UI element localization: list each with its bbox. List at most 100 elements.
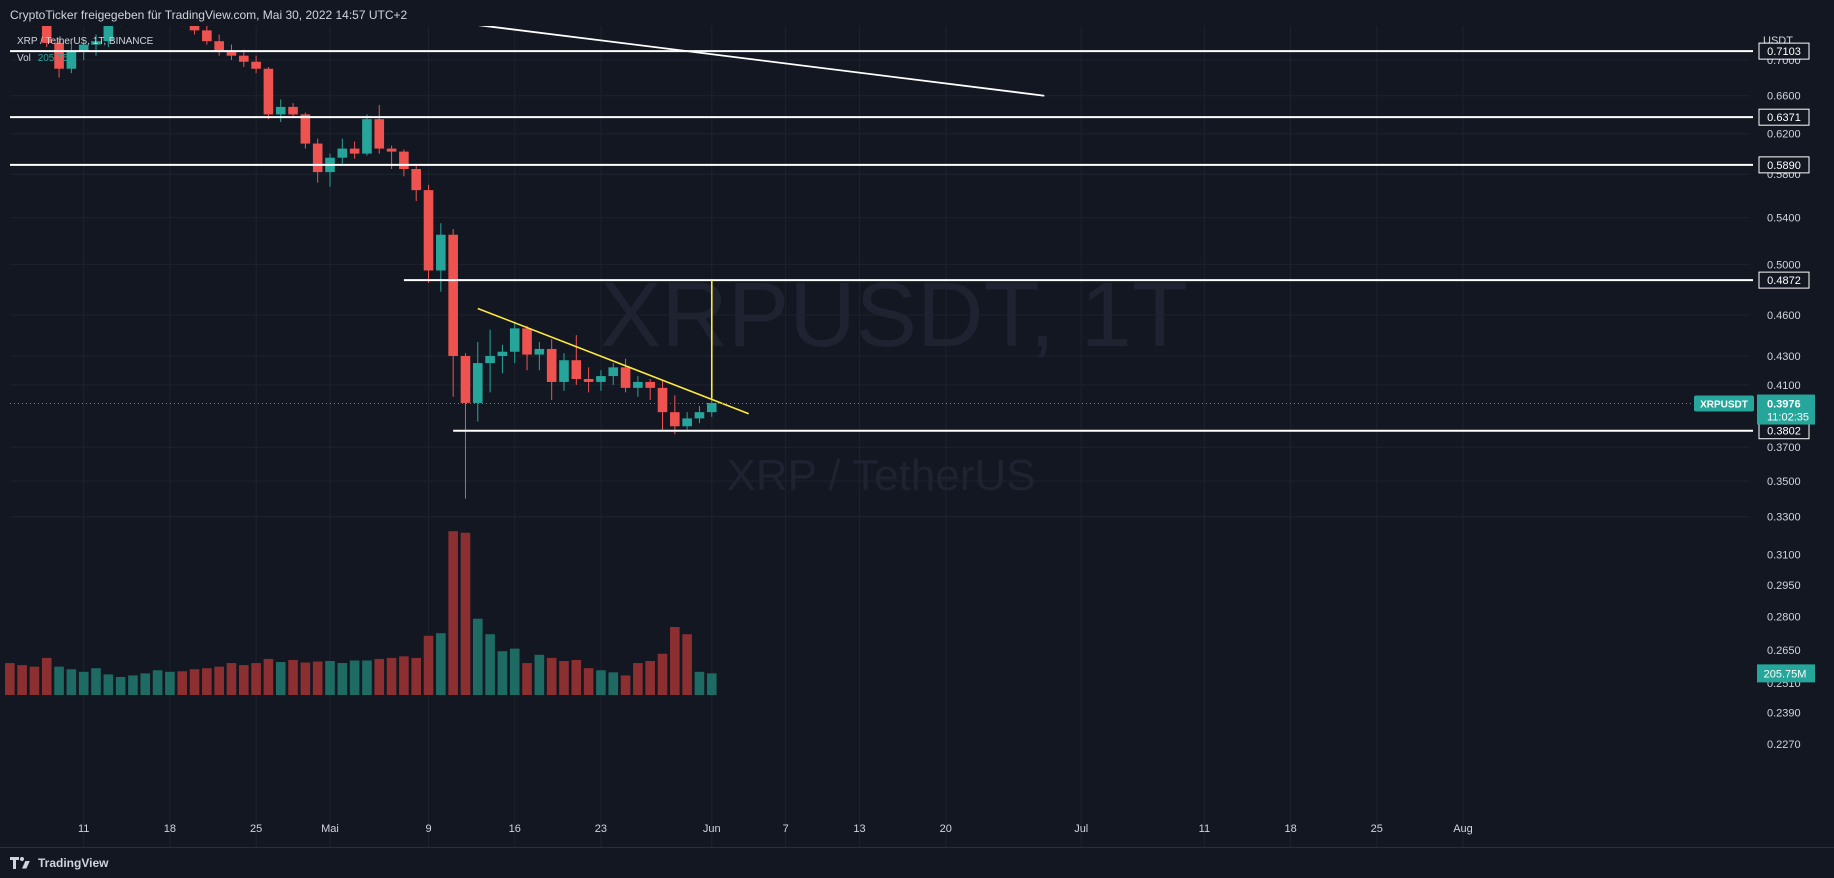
candle-body bbox=[534, 348, 545, 355]
volume-bar bbox=[633, 663, 643, 695]
volume-bar bbox=[497, 651, 508, 695]
price-tick-label: 0.3100 bbox=[1767, 550, 1801, 562]
time-tick-label: Jul bbox=[1074, 823, 1088, 835]
candle-body bbox=[583, 379, 594, 382]
volume-bar bbox=[78, 671, 89, 695]
tradingview-logo-icon bbox=[10, 856, 32, 870]
header-bar: CryptoTicker freigegeben für TradingView… bbox=[0, 0, 1834, 26]
symbol-price-tag-label: XRPUSDT bbox=[1700, 400, 1748, 411]
volume-bar bbox=[509, 648, 520, 695]
volume-bar bbox=[571, 659, 582, 695]
price-tick-label: 0.2950 bbox=[1767, 580, 1801, 592]
candle-body bbox=[706, 402, 717, 413]
volume-bar bbox=[41, 657, 52, 695]
candle-body bbox=[78, 44, 89, 52]
candle-body bbox=[559, 360, 569, 382]
volume-badge[interactable] bbox=[1757, 664, 1815, 683]
price-tick-label: 0.4600 bbox=[1767, 310, 1801, 322]
candle-body bbox=[238, 55, 249, 62]
level-price-label: 0.4872 bbox=[1767, 275, 1801, 287]
horizontal-levels[interactable] bbox=[10, 50, 1753, 432]
volume-bar bbox=[275, 662, 286, 695]
trendline[interactable] bbox=[477, 307, 750, 415]
level-price-label: 0.3802 bbox=[1767, 426, 1801, 438]
volume-bar bbox=[645, 661, 655, 695]
volume-bar bbox=[608, 672, 619, 695]
candle-body bbox=[66, 51, 77, 69]
time-tick-label: Jun bbox=[703, 823, 721, 835]
time-tick-label: Aug bbox=[1453, 823, 1473, 835]
volume-bar bbox=[17, 665, 27, 695]
candle-body bbox=[670, 412, 680, 427]
price-tick-label: 0.5000 bbox=[1767, 259, 1801, 271]
volume-bar bbox=[128, 675, 138, 695]
volume-legend[interactable]: Vol 205.75M bbox=[17, 53, 77, 64]
volume-bar bbox=[657, 653, 668, 695]
level-price-badge[interactable] bbox=[1758, 42, 1810, 60]
volume-bar bbox=[202, 668, 212, 695]
chart-watermark: XRPUSDT, 1T XRP / TetherUS bbox=[600, 264, 1188, 500]
candle-body bbox=[288, 106, 298, 115]
last-price-badge[interactable] bbox=[1757, 394, 1815, 425]
candle-body bbox=[275, 106, 286, 115]
volume-bar bbox=[386, 657, 397, 695]
volume-bar bbox=[620, 675, 631, 695]
volume-bar bbox=[312, 661, 323, 695]
chart-grid bbox=[10, 26, 1750, 847]
volume-bar bbox=[682, 634, 692, 695]
tradingview-logo[interactable]: TradingView bbox=[10, 856, 108, 870]
time-tick-label: 13 bbox=[853, 823, 865, 835]
candlestick-series bbox=[5, 0, 717, 499]
time-axis[interactable]: 11 18 25 Mai 9 16 23 Jun 7 13 20 Jul 11 18 25 Aug bbox=[78, 823, 1473, 835]
level-price-badge[interactable] bbox=[1758, 156, 1810, 174]
volume-bar bbox=[263, 658, 274, 695]
time-tick-label: 9 bbox=[425, 823, 431, 835]
price-tick-label: 0.3300 bbox=[1767, 512, 1801, 524]
volume-bar bbox=[472, 618, 483, 695]
volume-bar bbox=[362, 660, 372, 695]
price-tick-label: 0.2650 bbox=[1767, 645, 1801, 657]
level-price-badge[interactable] bbox=[1758, 108, 1810, 126]
symbol-price-tag[interactable] bbox=[1694, 395, 1754, 412]
volume-bar bbox=[91, 668, 101, 695]
volume-bar bbox=[694, 671, 705, 695]
volume-bar bbox=[546, 657, 557, 695]
volume-bar bbox=[54, 666, 64, 695]
price-tick-label: 0.3700 bbox=[1767, 442, 1801, 454]
candle-body bbox=[509, 328, 520, 352]
candle-body bbox=[300, 114, 311, 144]
volume-bar bbox=[103, 674, 114, 695]
candle-body bbox=[337, 148, 348, 158]
time-tick-label: Mai bbox=[321, 823, 339, 835]
volume-bar bbox=[177, 671, 188, 695]
volume-bar bbox=[337, 663, 348, 695]
volume-bar bbox=[485, 634, 495, 695]
time-tick-label: 18 bbox=[1284, 823, 1296, 835]
candle-body bbox=[362, 119, 372, 154]
share-caption: CryptoTicker freigegeben für TradingView… bbox=[10, 8, 408, 22]
symbol-legend[interactable]: XRP / TetherUS, 1T, BINANCE bbox=[17, 36, 153, 47]
volume-bar bbox=[670, 627, 680, 695]
volume-bar bbox=[140, 673, 151, 695]
candle-body bbox=[596, 376, 606, 382]
volume-bar bbox=[534, 654, 545, 695]
volume-series bbox=[5, 531, 717, 695]
level-price-badge[interactable] bbox=[1758, 271, 1810, 289]
volume-bar bbox=[251, 663, 261, 695]
volume-bar bbox=[349, 660, 360, 695]
price-axis[interactable]: USDT 0.70000.66000.62000.58000.54000.500… bbox=[1694, 35, 1815, 751]
volume-bar bbox=[66, 669, 77, 695]
candle-body bbox=[226, 51, 237, 56]
volume-bar bbox=[300, 662, 311, 695]
candle-body bbox=[214, 41, 224, 52]
candle-body bbox=[386, 148, 397, 152]
volume-bar bbox=[288, 659, 298, 695]
last-price-countdown: 11:02:35 bbox=[1767, 412, 1809, 424]
volume-bar bbox=[411, 657, 422, 695]
time-tick-label: 23 bbox=[595, 823, 607, 835]
watermark-pair: XRP / TetherUS bbox=[727, 451, 1036, 500]
candle-body bbox=[497, 351, 508, 356]
volume-bar bbox=[374, 658, 385, 695]
candle-body bbox=[657, 387, 668, 413]
